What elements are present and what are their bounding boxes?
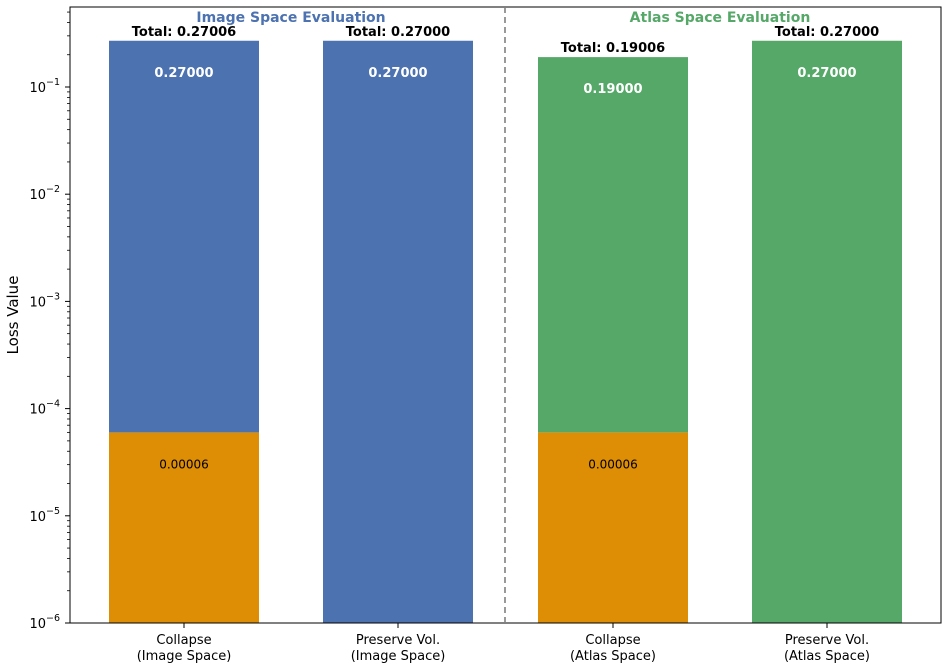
total-label: Total: 0.27000 — [346, 25, 450, 40]
segment-value-label: 0.27000 — [368, 66, 427, 81]
segment-value-label: 0.00006 — [588, 457, 638, 471]
bar-segment-lower — [538, 432, 688, 623]
y-tick-label: 10−6 — [29, 613, 60, 632]
segment-value-label: 0.19000 — [583, 82, 642, 97]
group-title: Atlas Space Evaluation — [630, 10, 811, 26]
total-label: Total: 0.27006 — [132, 25, 236, 40]
y-tick-label: 10−2 — [29, 184, 60, 203]
segment-value-label: 0.27000 — [154, 66, 213, 81]
total-label: Total: 0.19006 — [561, 41, 665, 56]
bar-segment-upper — [109, 40, 259, 433]
y-tick-label: 10−3 — [29, 291, 60, 310]
segment-value-label: 0.00006 — [159, 457, 209, 471]
x-tick-label: Preserve Vol. (Image Space) — [351, 633, 446, 664]
x-tick-label: Collapse (Image Space) — [137, 633, 232, 664]
y-axis-label: Loss Value — [4, 276, 22, 355]
y-tick-label: 10−1 — [29, 77, 60, 96]
segment-value-label: 0.27000 — [797, 66, 856, 81]
bar-segment-upper — [323, 40, 473, 623]
y-minor-ticks — [67, 11, 70, 592]
bar-segment-upper — [538, 57, 688, 433]
x-tick-label: Preserve Vol. (Atlas Space) — [784, 633, 870, 664]
bar-segment-upper — [752, 40, 902, 623]
y-tick-label: 10−4 — [29, 399, 60, 418]
y-tick-label: 10−5 — [29, 506, 60, 525]
total-label: Total: 0.27000 — [775, 25, 879, 40]
group-title: Image Space Evaluation — [196, 10, 385, 26]
bar-segment-lower — [109, 432, 259, 623]
x-tick-label: Collapse (Atlas Space) — [570, 633, 656, 664]
